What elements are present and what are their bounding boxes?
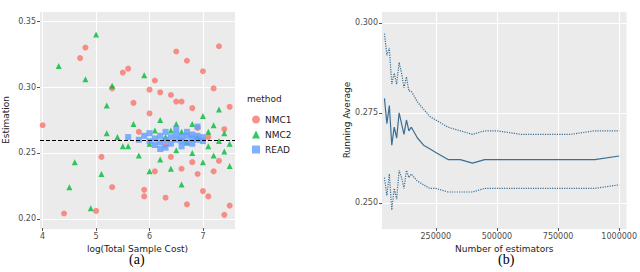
svg-text:0.250: 0.250 xyxy=(355,198,378,207)
svg-text:0.30: 0.30 xyxy=(18,83,36,92)
svg-text:READ: READ xyxy=(265,145,290,155)
svg-text:5: 5 xyxy=(94,232,99,241)
svg-text:method: method xyxy=(247,94,282,104)
svg-text:log(Total Sample Cost): log(Total Sample Cost) xyxy=(87,244,188,254)
svg-text:4: 4 xyxy=(40,232,45,241)
svg-text:250000: 250000 xyxy=(421,232,452,241)
svg-text:6: 6 xyxy=(147,232,152,241)
svg-text:(b): (b) xyxy=(498,251,515,267)
svg-text:Running Average: Running Average xyxy=(342,81,352,158)
svg-text:0.35: 0.35 xyxy=(18,17,36,26)
svg-text:0.300: 0.300 xyxy=(355,18,378,27)
svg-text:0.25: 0.25 xyxy=(18,148,36,157)
svg-text:(a): (a) xyxy=(129,251,145,267)
svg-text:0.20: 0.20 xyxy=(18,214,36,223)
svg-text:500000: 500000 xyxy=(482,232,513,241)
svg-text:NMC1: NMC1 xyxy=(265,115,292,125)
svg-text:750000: 750000 xyxy=(543,232,574,241)
svg-text:7: 7 xyxy=(200,232,205,241)
svg-text:0.275: 0.275 xyxy=(355,108,378,117)
svg-text:NMC2: NMC2 xyxy=(265,130,292,140)
svg-text:1000000: 1000000 xyxy=(601,232,637,241)
svg-text:Estimation: Estimation xyxy=(1,96,11,144)
svg-text:Number of estimators: Number of estimators xyxy=(455,244,554,254)
